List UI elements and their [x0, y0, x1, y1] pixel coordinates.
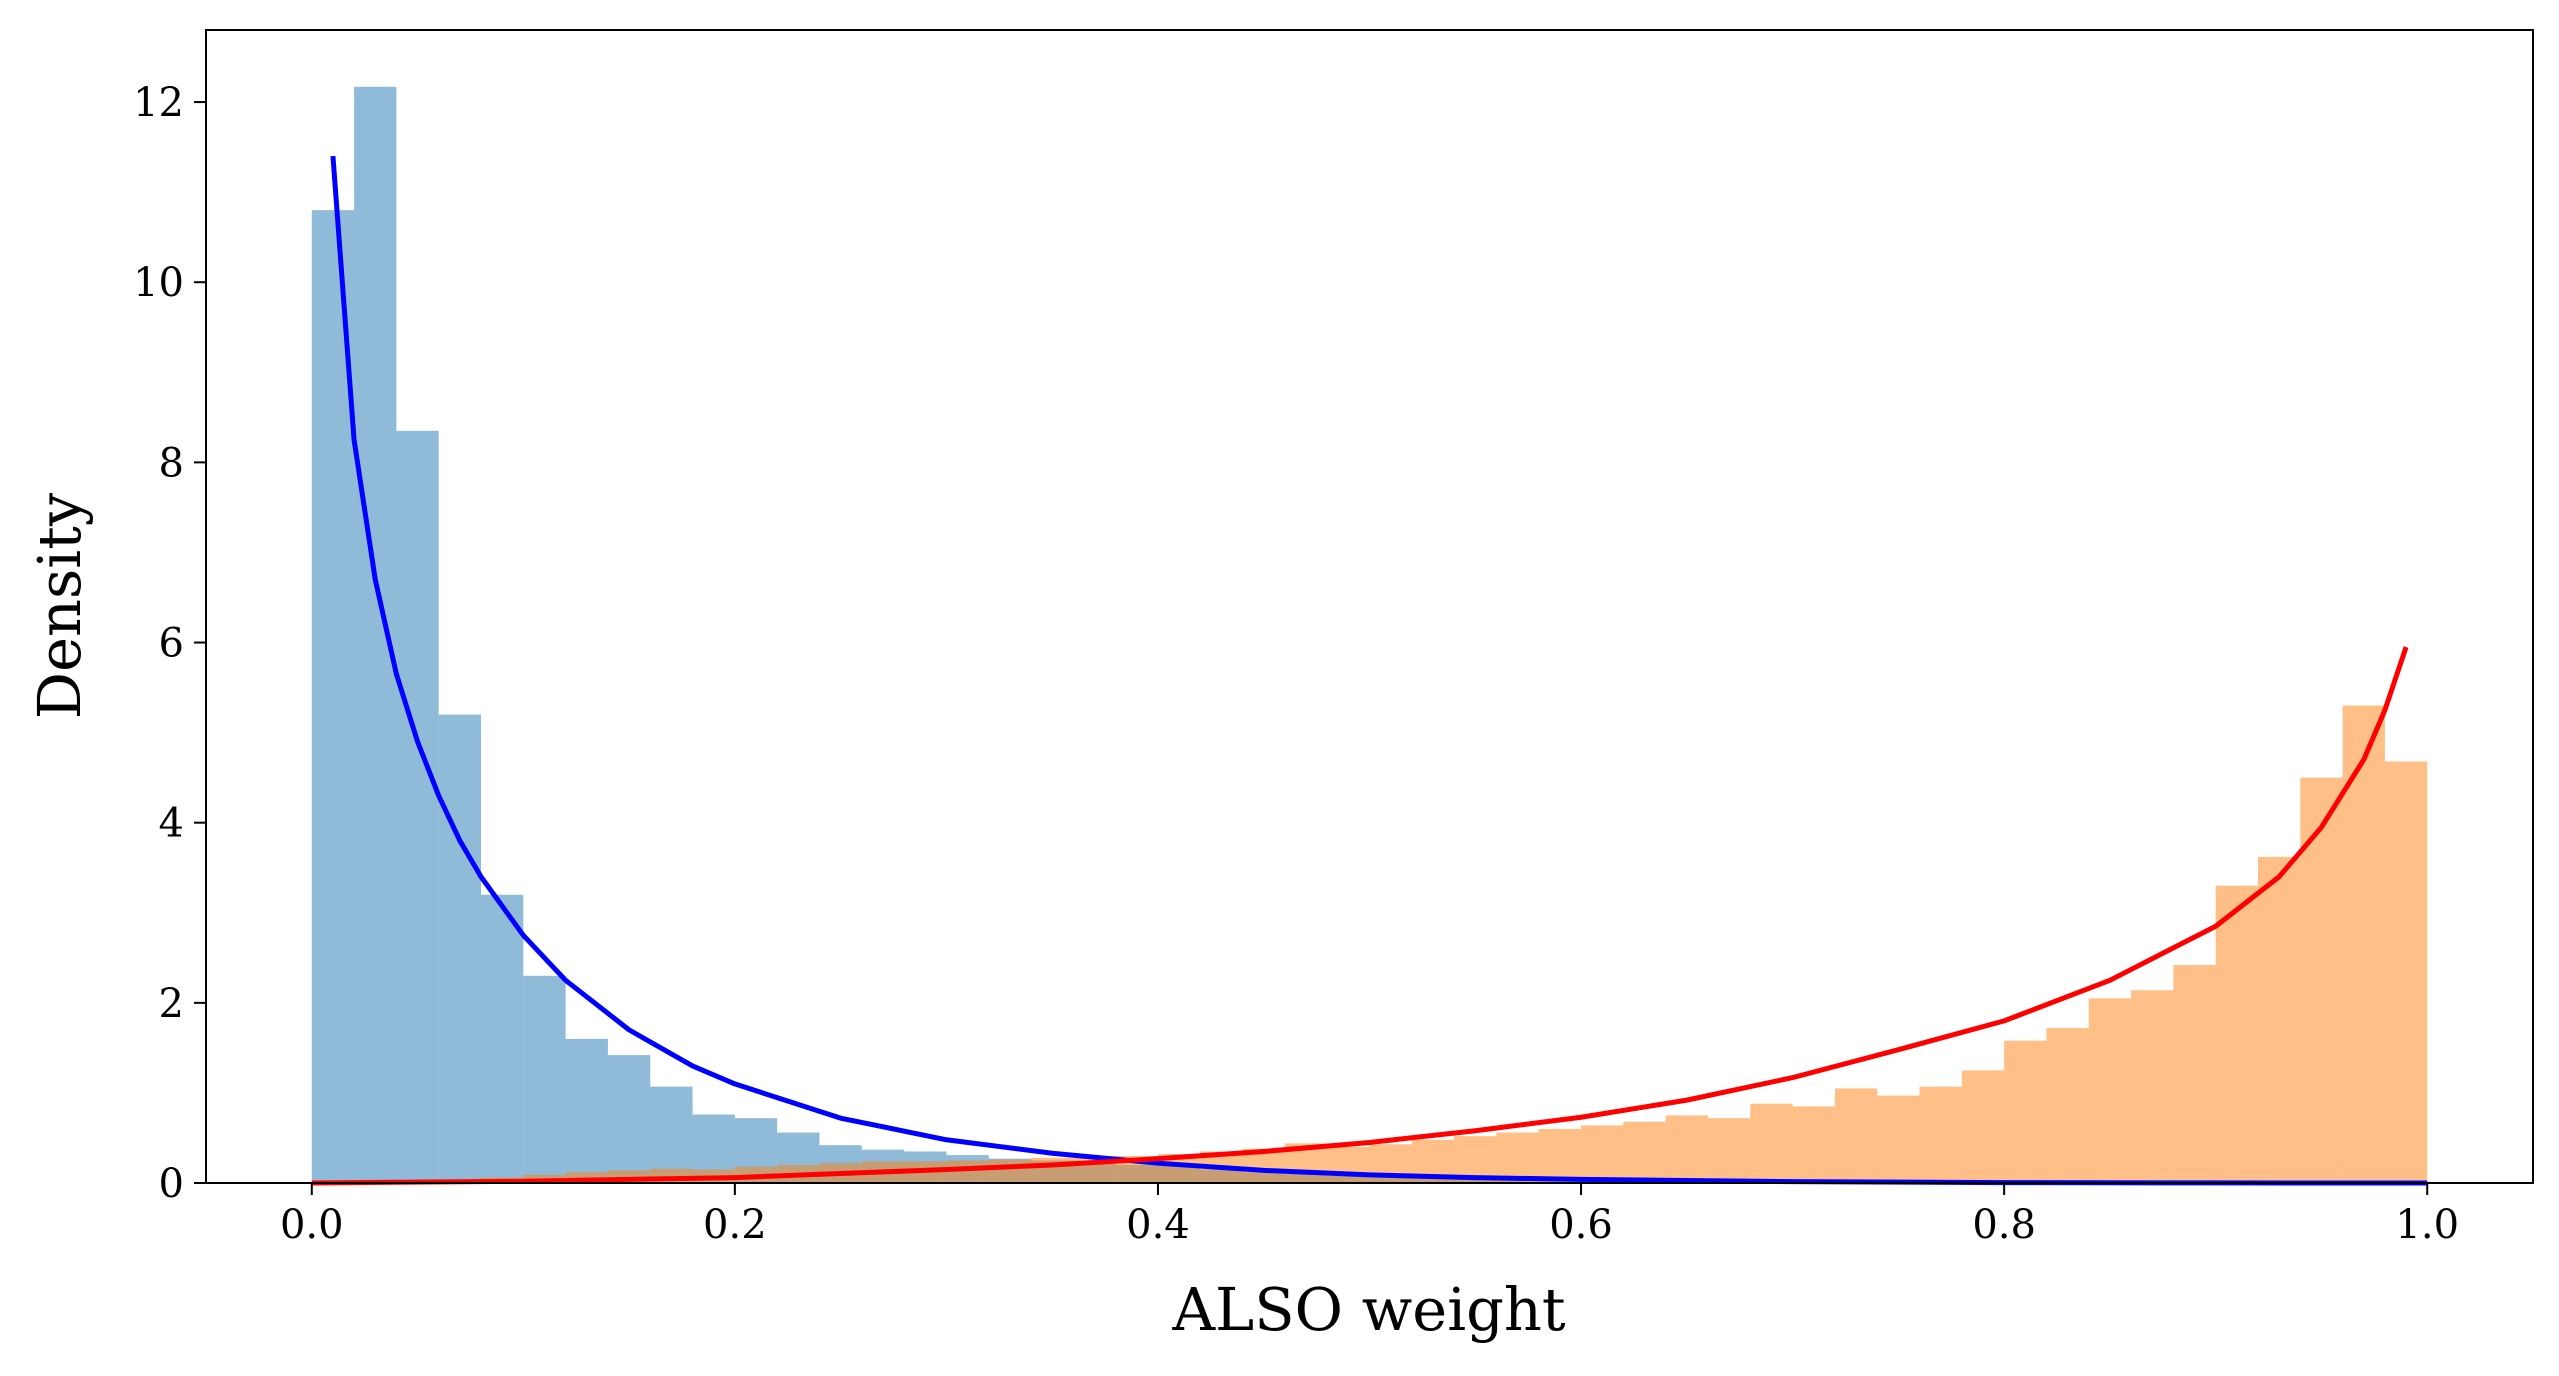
- histogram-bar-0-3: [438, 714, 482, 1183]
- histogram-bar-1-32: [1665, 1115, 1708, 1183]
- histogram-bar-1-16: [988, 1159, 1032, 1183]
- density-curve-1: [311, 646, 2409, 1186]
- axis-ticks: 0.0 0.2 0.4 0.6 0.8 1.0 0 2 4 6 8 10 12: [133, 80, 2459, 1248]
- histogram-bar-1-6: [565, 1172, 608, 1183]
- histogram-bar-0-8: [650, 1086, 693, 1183]
- x-tick-label-4: 0.8: [1972, 1202, 2036, 1248]
- histogram-bar-1-49: [2384, 761, 2428, 1183]
- y-tick-label-3: 6: [159, 621, 184, 667]
- histogram-bar-0-6: [565, 1038, 608, 1183]
- y-tick-label-0: 0: [159, 1161, 184, 1207]
- y-axis-label: Density: [25, 492, 94, 719]
- density-curve-0: [330, 155, 2428, 1186]
- histogram-bar-1-29: [1538, 1128, 1582, 1183]
- x-tick-label-0: 0.0: [280, 1202, 344, 1248]
- histogram-bar-1-39: [1961, 1070, 2005, 1183]
- histogram-bar-1-46: [2257, 856, 2301, 1183]
- y-tick-label-5: 10: [133, 260, 184, 306]
- y-tick-label-1: 2: [159, 981, 184, 1027]
- histogram-bar-1-37: [1877, 1095, 1920, 1183]
- histogram-bar-1-30: [1581, 1125, 1624, 1183]
- histogram-bar-1-17: [1031, 1157, 1074, 1183]
- y-tick-label-6: 12: [133, 80, 184, 126]
- histogram-bar-1-48: [2342, 705, 2385, 1183]
- x-tick-label-1: 0.2: [703, 1202, 767, 1248]
- histogram-bar-1-34: [1750, 1103, 1793, 1183]
- histogram-bar-1-28: [1496, 1132, 1539, 1183]
- y-tick-label-2: 4: [159, 801, 184, 847]
- plot-frame: [205, 29, 2534, 1184]
- histogram-bar-1-45: [2215, 885, 2258, 1183]
- x-tick-label-3: 0.6: [1549, 1202, 1613, 1248]
- histogram-bar-0-7: [607, 1055, 651, 1183]
- x-axis-label: ALSO weight: [1171, 1275, 1565, 1344]
- x-tick-label-5: 1.0: [2395, 1202, 2459, 1248]
- histogram-bar-1-47: [2300, 777, 2343, 1183]
- histogram-bar-1-43: [2131, 990, 2174, 1183]
- histogram-bar-0-5: [523, 975, 566, 1183]
- y-tick-label-4: 8: [159, 440, 184, 486]
- density-curves: [311, 155, 2428, 1186]
- histogram-bars: [311, 86, 2428, 1183]
- histogram-bar-1-35: [1792, 1106, 1835, 1183]
- histogram-bar-1-15: [946, 1160, 989, 1183]
- histogram-bar-1-36: [1834, 1088, 1878, 1183]
- histogram-bar-1-33: [1707, 1118, 1751, 1183]
- histogram-bar-1-44: [2173, 965, 2216, 1183]
- x-tick-label-2: 0.4: [1126, 1202, 1190, 1248]
- histogram-bar-1-40: [2004, 1040, 2047, 1183]
- histogram-bar-1-31: [1623, 1121, 1666, 1183]
- histogram-bar-1-24: [1327, 1146, 1370, 1183]
- histogram-bar-1-41: [2046, 1028, 2089, 1183]
- histogram-bar-0-4: [481, 894, 524, 1183]
- histogram-bar-0-2: [396, 430, 439, 1183]
- histogram-bar-1-38: [1919, 1086, 1962, 1183]
- histogram-bar-1-42: [2088, 998, 2132, 1183]
